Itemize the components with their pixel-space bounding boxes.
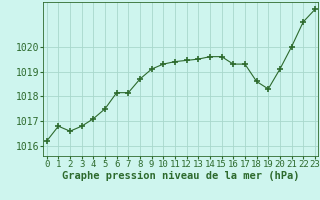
X-axis label: Graphe pression niveau de la mer (hPa): Graphe pression niveau de la mer (hPa) xyxy=(62,171,300,181)
